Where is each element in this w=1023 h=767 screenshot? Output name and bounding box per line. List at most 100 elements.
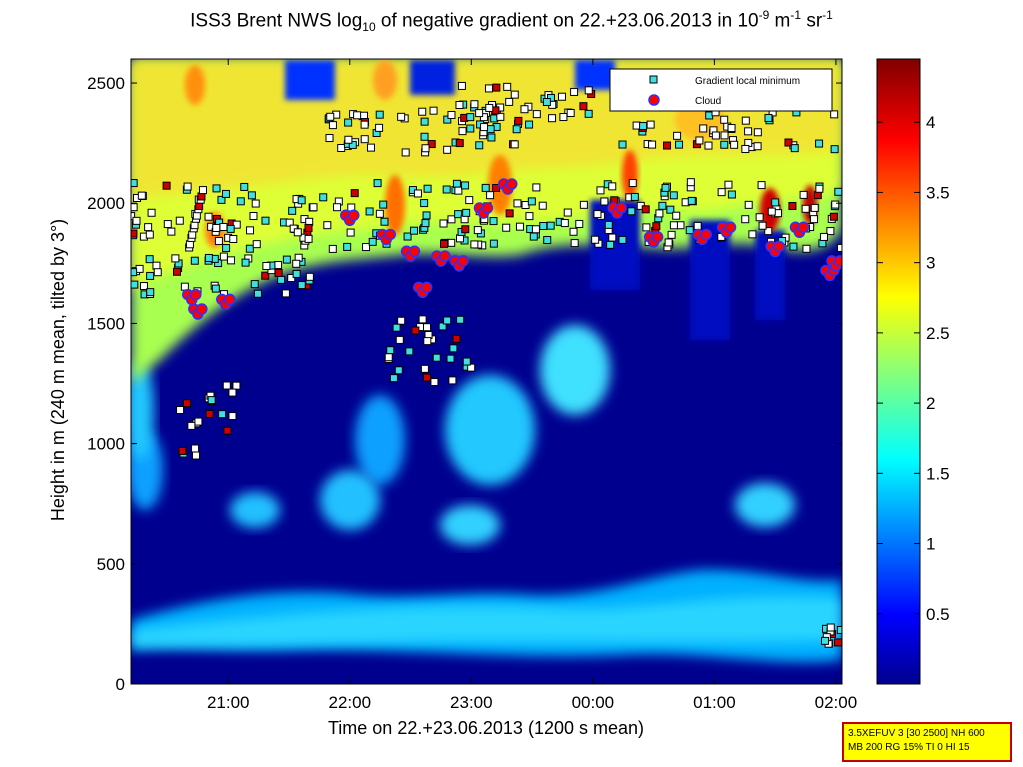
gradient-minimum-marker [328,244,337,253]
gradient-minimum-marker [448,376,457,385]
gradient-minimum-marker [421,219,430,228]
gradient-minimum-marker [669,191,678,200]
gradient-minimum-marker [252,240,261,249]
gradient-minimum-marker [228,388,237,397]
gradient-minimum-marker [831,200,840,209]
gradient-minimum-marker [809,215,818,224]
gradient-minimum-marker [375,110,384,119]
gradient-minimum-marker [162,181,171,190]
gradient-minimum-marker [543,236,552,245]
marker-layer [131,81,842,648]
gradient-minimum-marker [695,136,704,145]
x-tick-label: 00:00 [572,693,615,712]
gradient-minimum-marker [492,184,501,193]
gradient-minimum-marker [449,344,458,353]
gradient-minimum-marker [131,268,138,277]
gradient-minimum-marker [447,111,456,120]
gradient-minimum-marker [344,135,353,144]
gradient-minimum-marker [144,223,153,232]
gradient-minimum-marker [802,244,811,253]
gradient-minimum-marker [724,180,733,189]
gradient-minimum-marker [413,189,422,198]
gradient-minimum-marker [520,105,529,114]
gradient-minimum-marker [730,140,739,149]
gradient-minimum-marker [421,144,430,153]
gradient-minimum-marker [344,118,353,127]
gradient-minimum-marker [481,183,490,192]
gradient-minimum-marker [764,113,773,122]
gradient-minimum-marker [452,334,461,343]
gradient-minimum-marker [584,109,593,118]
gradient-minimum-marker [834,187,842,196]
gradient-minimum-marker [420,364,429,373]
gradient-minimum-marker [218,410,227,419]
cloud-marker [797,221,810,234]
gradient-minimum-marker [470,100,479,109]
gradient-minimum-marker [232,381,241,390]
gradient-minimum-marker [131,179,138,188]
gradient-minimum-marker [222,381,231,390]
gradient-minimum-marker [672,211,681,220]
gradient-minimum-marker [767,207,776,216]
gradient-minimum-marker [386,346,395,355]
gradient-minimum-marker [397,316,406,325]
gradient-minimum-marker [132,216,141,225]
gradient-minimum-marker [566,108,575,117]
gradient-minimum-marker [584,86,593,95]
gradient-minimum-marker [287,274,296,283]
cloud-marker [439,250,451,262]
gradient-minimum-marker [380,217,389,226]
gradient-minimum-marker [418,107,427,116]
gradient-minimum-marker [443,145,452,154]
gradient-minimum-marker [505,209,514,218]
gradient-minimum-marker [183,182,192,191]
gradient-minimum-marker [146,288,155,297]
gradient-minimum-marker [198,186,207,195]
gradient-minimum-marker [466,124,475,133]
gradient-minimum-marker [219,223,228,232]
gradient-minimum-marker [717,188,726,197]
cloud-marker [190,288,202,301]
gradient-minimum-marker [182,399,191,408]
gradient-minimum-marker [512,125,521,134]
info-line-1: 3.5XEFUV 3 [30 2500] NH 600 [848,728,985,739]
gradient-minimum-marker [439,219,448,228]
gradient-minimum-marker [261,216,270,225]
gradient-minimum-marker [194,417,203,426]
gradient-minimum-marker [427,140,436,149]
gradient-minimum-marker [178,446,187,455]
legend-circle-marker [648,94,660,106]
gradient-minimum-marker [309,203,318,212]
gradient-minimum-marker [333,203,342,212]
gradient-minimum-marker [304,234,313,243]
gradient-minimum-marker [375,209,384,218]
gradient-minimum-marker [579,200,588,209]
gradient-minimum-marker [744,200,753,209]
gradient-minimum-marker [685,226,694,235]
gradient-minimum-marker [420,132,429,141]
colorbar-tick-label: 1 [926,535,935,554]
gradient-minimum-marker [764,227,773,236]
gradient-minimum-marker [608,182,617,191]
gradient-minimum-marker [510,140,519,149]
y-tick-label: 500 [97,555,125,574]
gradient-minimum-marker [557,92,566,101]
gradient-minimum-marker [274,261,283,270]
gradient-minimum-marker [394,366,403,375]
gradient-minimum-marker [251,199,260,208]
gradient-minimum-marker [430,378,439,387]
gradient-minimum-marker [274,269,283,278]
gradient-minimum-marker [461,181,470,190]
gradient-minimum-marker [727,124,736,133]
colorbar-tick-label: 0.5 [926,605,950,624]
colorbar-tick-label: 3.5 [926,183,950,202]
gradient-minimum-marker [667,230,676,239]
gradient-minimum-marker [711,131,720,140]
gradient-minimum-marker [191,451,200,460]
gradient-minimum-marker [223,426,232,435]
gradient-minimum-marker [326,112,335,121]
gradient-minimum-marker [245,244,254,253]
cloud-marker [408,245,421,258]
gradient-minimum-marker [658,201,667,210]
gradient-minimum-marker [222,244,231,253]
